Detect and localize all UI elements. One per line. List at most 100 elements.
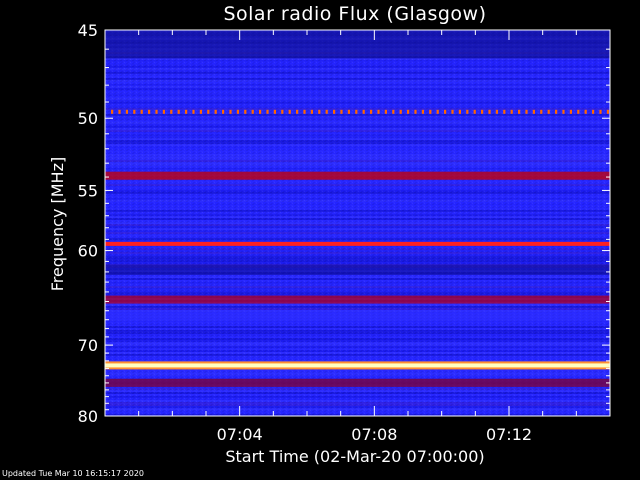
intensity-stripe [105,86,610,88]
intensity-stripe [105,118,610,120]
emission-dot [140,109,143,114]
emission-dot [244,109,247,114]
intensity-stripe [105,126,610,128]
intensity-stripe [105,82,610,84]
intensity-stripe [105,344,610,346]
intensity-stripe [105,66,610,68]
emission-dot [532,109,535,114]
intensity-stripe [105,156,610,158]
y-tick-label: 70 [78,336,98,355]
emission-dot [251,109,254,114]
intensity-stripe [105,150,610,152]
emission-dot [421,109,424,114]
emission-dot [444,109,447,114]
intensity-stripe [105,230,610,232]
emission-dot [503,109,506,114]
intensity-stripe [105,62,610,64]
intensity-stripe [105,72,610,74]
intensity-stripe [105,372,610,374]
intensity-stripe [105,304,610,306]
emission-dot [281,109,284,114]
x-axis: 07:04 07:08 07:12 [138,30,577,444]
intensity-stripe [105,128,610,130]
intensity-stripe [105,330,610,332]
intensity-stripe [105,184,610,186]
emission-dot [347,109,350,114]
intensity-stripe [105,208,610,210]
emission-band [105,295,610,304]
intensity-stripe [105,160,610,162]
emission-dot [192,109,195,114]
intensity-stripe [105,360,610,362]
emission-dot [488,109,491,114]
intensity-stripe [105,90,610,92]
intensity-stripe [105,374,610,376]
y-tick-label: 45 [78,21,98,40]
intensity-stripe [105,282,610,284]
emission-dot [451,109,454,114]
intensity-stripe [105,120,610,122]
emission-dot [436,109,439,114]
intensity-stripe [105,276,610,278]
intensity-stripe [105,358,610,360]
intensity-stripe [105,186,610,188]
x-tick-label: 07:12 [486,425,532,444]
intensity-stripe [105,166,610,168]
emission-dot [540,109,543,114]
intensity-stripe [105,70,610,72]
emission-dot [236,109,239,114]
emission-dot [296,109,299,114]
intensity-stripe [105,260,610,262]
emission-dot [481,109,484,114]
intensity-stripe [105,148,610,150]
intensity-stripe [105,88,610,90]
emission-band [105,171,610,180]
intensity-stripe [105,146,610,148]
intensity-stripe [105,228,610,230]
intensity-stripe [105,248,610,250]
intensity-stripe [105,308,610,310]
intensity-stripe [105,116,610,118]
intensity-stripe [105,370,610,372]
y-tick-label: 50 [78,109,98,128]
intensity-stripe [105,222,610,224]
intensity-stripe [105,216,610,218]
intensity-stripe [105,92,610,94]
intensity-stripe [105,182,610,184]
intensity-stripe [105,68,610,70]
intensity-stripe [105,162,610,164]
intensity-stripe [105,94,610,96]
intensity-stripe [105,210,610,212]
intensity-stripe [105,236,610,238]
emission-dot [606,109,609,114]
emission-dot [370,109,373,114]
chart-title: Solar radio Flux (Glasgow) [223,3,487,25]
intensity-stripe [105,340,610,342]
emission-dot [162,109,165,114]
emission-dot [429,109,432,114]
emission-dot [177,109,180,114]
spectrogram-bands [105,30,610,416]
intensity-stripe [105,214,610,216]
intensity-stripe [105,102,610,104]
intensity-stripe [105,204,610,206]
intensity-stripe [105,376,610,378]
intensity-stripe [105,408,610,410]
emission-dot [562,109,565,114]
intensity-stripe [105,394,610,396]
intensity-stripe [105,288,610,290]
intensity-stripe [105,386,610,388]
emission-dot [170,109,173,114]
updated-timestamp: Updated Tue Mar 10 16:15:17 2020 [2,469,144,478]
emission-dot [518,109,521,114]
emission-dot [273,109,276,114]
intensity-stripe [105,250,610,252]
intensity-stripe [105,350,610,352]
intensity-stripe [105,74,610,76]
emission-dot [288,109,291,114]
intensity-stripe [105,60,610,62]
emission-dot [599,109,602,114]
intensity-stripe [105,158,610,160]
emission-dot [407,109,410,114]
intensity-stripe [105,396,610,398]
